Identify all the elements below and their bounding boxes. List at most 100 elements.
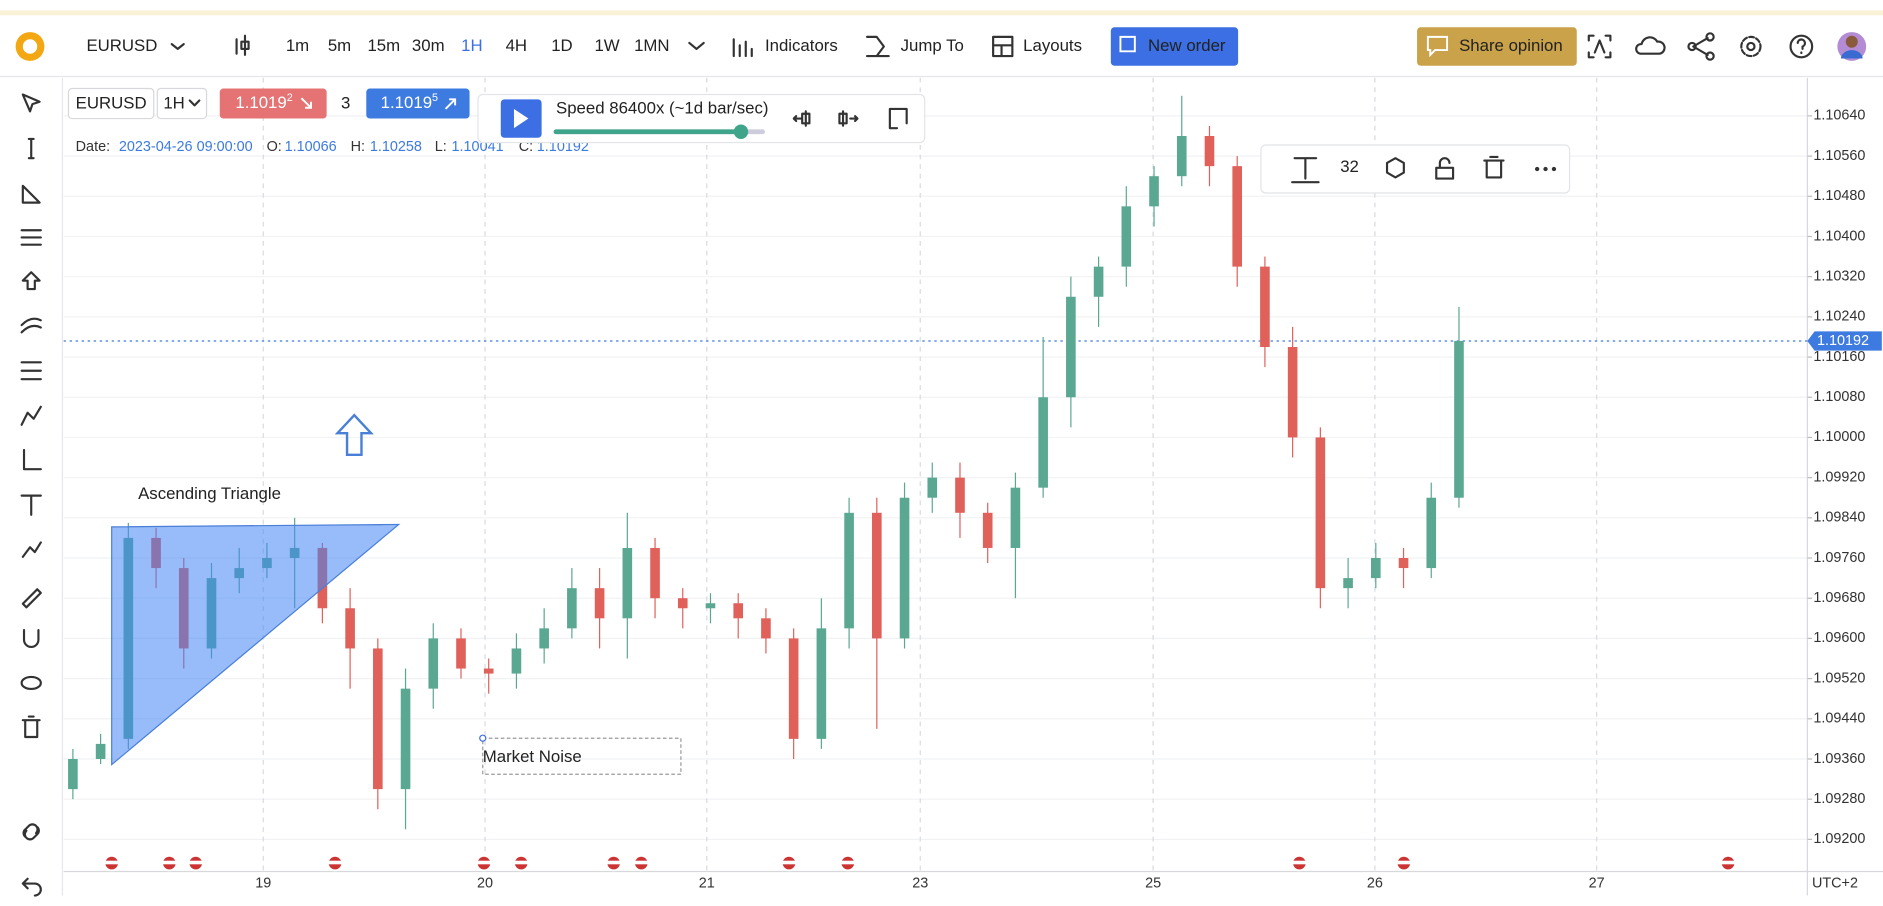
timeframe-button[interactable]: 1H	[461, 36, 482, 55]
arrow-tool[interactable]	[21, 271, 41, 291]
cursor-tool[interactable]	[21, 93, 41, 113]
layouts-button[interactable]: Layouts	[1023, 36, 1082, 55]
jump-to-button[interactable]: Jump To	[901, 36, 964, 55]
logo-inner	[22, 39, 38, 54]
candle-body	[844, 512, 854, 629]
sell-arrow	[300, 97, 312, 109]
candle-body	[428, 638, 439, 689]
step-back-button[interactable]	[792, 110, 811, 127]
timeframe-button[interactable]: 1m	[286, 36, 309, 55]
triangle-tool[interactable]	[21, 184, 41, 204]
text-recognition-icon[interactable]	[1587, 34, 1612, 59]
y-tick-label: 1.09920	[1813, 469, 1865, 485]
annotation-text[interactable]: Ascending Triangle	[138, 484, 281, 503]
candle-body	[1121, 206, 1132, 267]
pattern-tool[interactable]	[20, 405, 42, 426]
fib-tool[interactable]	[20, 229, 42, 246]
candle-body	[1232, 166, 1243, 267]
annotation-handle[interactable]	[479, 734, 487, 742]
share-opinion-icon	[1426, 35, 1449, 58]
chart-type-icon[interactable]	[235, 34, 250, 56]
panel-interval-box[interactable]	[156, 87, 208, 120]
text-style-button[interactable]	[1291, 157, 1320, 184]
magnet-tool[interactable]	[22, 629, 40, 648]
buy-price[interactable]: 1.10195	[381, 92, 438, 113]
line-tool[interactable]	[27, 137, 35, 160]
cloud-icon[interactable]	[1635, 36, 1666, 55]
share-opinion-button[interactable]	[1417, 27, 1577, 66]
event-flag-band	[476, 860, 492, 865]
exit-replay-button[interactable]	[888, 107, 908, 130]
measure-tool[interactable]	[22, 448, 42, 471]
symbol-chevron[interactable]	[170, 43, 185, 50]
timeframe-button[interactable]: 1D	[551, 36, 572, 55]
event-flag-band	[162, 860, 177, 865]
buy-arrow	[444, 98, 457, 110]
event-flag-band	[1292, 860, 1307, 865]
annotation-text[interactable]: Market Noise	[483, 747, 582, 766]
panel-interval[interactable]: 1H	[163, 94, 184, 113]
panel-symbol-box[interactable]	[67, 87, 155, 120]
new-order-label[interactable]: New order	[1148, 36, 1226, 55]
delete-tool[interactable]	[21, 715, 41, 739]
arrow-drawing[interactable]	[334, 413, 374, 457]
share-dot	[1687, 41, 1697, 52]
y-tick-label: 1.10400	[1813, 228, 1865, 244]
ohlc-label: O:	[267, 139, 282, 155]
text-tool[interactable]	[20, 494, 42, 516]
timezone: UTC+2	[1812, 875, 1858, 891]
sell-price[interactable]: 1.10192	[235, 92, 292, 113]
delete-button[interactable]	[1483, 155, 1505, 179]
y-tick-label: 1.09360	[1813, 751, 1865, 767]
y-tick-label: 1.09600	[1813, 630, 1865, 646]
sell-button[interactable]	[219, 88, 327, 119]
candle-body	[872, 512, 882, 639]
event-flags	[103, 854, 1737, 872]
panel-symbol[interactable]: EURUSD	[76, 94, 147, 113]
timeframe-button[interactable]: 15m	[367, 36, 400, 55]
candle-body	[705, 603, 716, 609]
candle-body	[594, 588, 605, 619]
event-flag-band	[1396, 860, 1412, 865]
link-tool[interactable]	[22, 823, 40, 841]
more-button[interactable]	[1534, 166, 1540, 172]
buy-button[interactable]	[366, 88, 470, 119]
timeframes: 1m 5m 15m 30m 1H 4H 1D 1W 1MN	[286, 36, 670, 55]
settings-icon[interactable]	[1740, 35, 1762, 58]
jump-to-icon[interactable]	[865, 35, 890, 58]
x-tick-label: 23	[912, 875, 928, 891]
speed-knob[interactable]	[733, 124, 749, 139]
y-tick-label: 1.09680	[1813, 590, 1865, 606]
share-opinion-label[interactable]: Share opinion	[1459, 36, 1563, 55]
candle-body	[982, 512, 993, 548]
triangle-drawing[interactable]	[111, 523, 401, 766]
lock-button[interactable]	[1435, 157, 1455, 180]
brush-tool[interactable]	[21, 588, 42, 609]
timeframe-button[interactable]: 1W	[594, 36, 619, 55]
x-tick-label: 25	[1145, 875, 1161, 891]
indicators-icon[interactable]	[732, 38, 753, 58]
path-tool[interactable]	[21, 541, 42, 558]
new-order-button[interactable]	[1110, 27, 1239, 66]
timeframe-button[interactable]: 5m	[328, 36, 351, 55]
ohlc-label: H:	[351, 139, 365, 155]
event-flag-band	[606, 860, 621, 865]
layouts-icon[interactable]	[992, 35, 1014, 58]
visibility-tool[interactable]	[20, 675, 42, 691]
symbol-selector[interactable]: EURUSD	[86, 36, 157, 55]
timeframe-button[interactable]: 4H	[506, 36, 527, 55]
template-button[interactable]	[1385, 157, 1405, 179]
channel-tool[interactable]	[20, 317, 42, 334]
step-forward-button[interactable]	[838, 110, 859, 127]
buy-price-main: 1.1019	[381, 94, 432, 113]
new-order-icon	[1119, 35, 1136, 53]
undo-tool[interactable]	[21, 877, 42, 897]
timeframe-button[interactable]: 30m	[412, 36, 445, 55]
indicators-button[interactable]: Indicators	[765, 36, 838, 55]
range-tool[interactable]	[20, 361, 42, 381]
timeframe-chevron[interactable]	[688, 41, 705, 50]
candle-body	[677, 598, 688, 609]
font-size-button[interactable]: 32	[1340, 157, 1359, 176]
help-icon[interactable]	[1789, 34, 1814, 59]
timeframe-button[interactable]: 1MN	[634, 36, 669, 55]
